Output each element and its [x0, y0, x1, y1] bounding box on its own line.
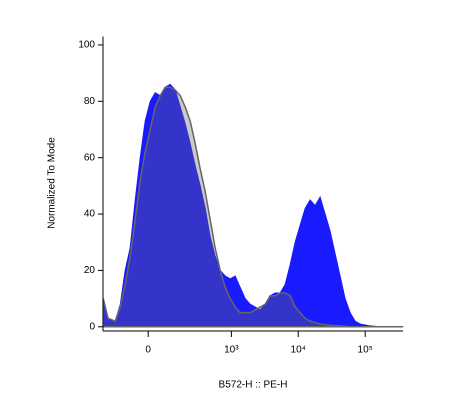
- x-tick-label: 10³: [224, 345, 239, 356]
- y-tick-label: 80: [84, 96, 96, 107]
- x-tick-label: 10⁵: [358, 345, 373, 356]
- y-tick-label: 0: [89, 321, 95, 332]
- x-axis-label: B572-H :: PE-H: [219, 380, 288, 391]
- y-tick-label: 20: [84, 265, 96, 276]
- y-tick-label: 100: [78, 40, 95, 51]
- y-tick-label: 60: [84, 152, 96, 163]
- histogram-area: [102, 86, 404, 328]
- y-tick-label: 40: [84, 209, 96, 220]
- y-axis-label: Normalized To Mode: [47, 137, 58, 229]
- x-tick-label: 0: [145, 345, 151, 356]
- x-tick-label: 10⁴: [291, 345, 306, 356]
- histogram-area: [102, 83, 403, 328]
